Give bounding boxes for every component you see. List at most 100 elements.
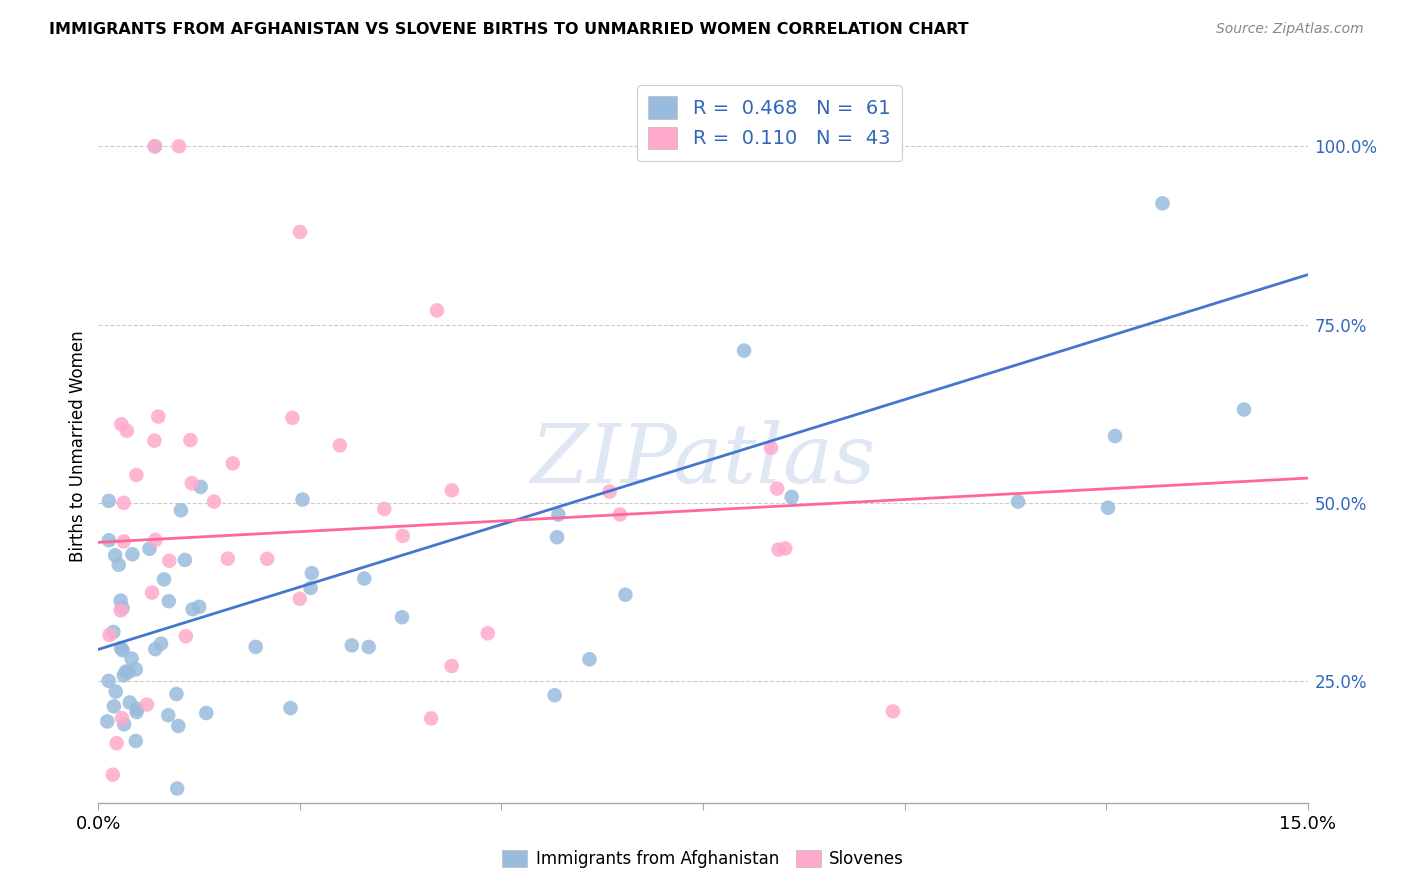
Point (136, 698, 159, 712)
Point (733, 343, 755, 358)
Point (614, 588, 637, 602)
Point (125, 734, 148, 748)
Point (112, 717, 135, 731)
Point (222, 457, 245, 471)
Point (125, 662, 148, 676)
Point (768, 542, 790, 557)
Legend: R =  0.468   N =  61, R =  0.110   N =  43: R = 0.468 N = 61, R = 0.110 N = 43 (637, 85, 903, 161)
Point (153, 573, 176, 587)
Point (609, 508, 631, 522)
Point (110, 641, 132, 656)
Text: Source: ZipAtlas.com: Source: ZipAtlas.com (1216, 22, 1364, 37)
Point (357, 640, 380, 654)
Point (103, 699, 125, 714)
Point (373, 502, 395, 516)
Point (143, 434, 166, 448)
Point (174, 629, 197, 643)
Point (1233, 402, 1256, 417)
Point (299, 581, 322, 595)
Point (1007, 494, 1029, 508)
Point (546, 530, 568, 544)
Point (149, 637, 172, 651)
Point (440, 483, 463, 498)
Text: IMMIGRANTS FROM AFGHANISTAN VS SLOVENE BIRTHS TO UNMARRIED WOMEN CORRELATION CHA: IMMIGRANTS FROM AFGHANISTAN VS SLOVENE B… (49, 22, 969, 37)
Point (166, 781, 188, 796)
Point (773, 541, 796, 556)
Point (195, 706, 218, 720)
Point (543, 688, 565, 702)
Point (111, 643, 134, 657)
Point (121, 651, 143, 665)
Point (115, 424, 138, 438)
Point (1097, 500, 1119, 515)
Point (578, 652, 600, 666)
Point (96, 714, 118, 729)
Point (125, 705, 148, 719)
Point (477, 626, 499, 640)
Point (280, 701, 302, 715)
Point (217, 551, 239, 566)
Point (167, 719, 190, 733)
Point (105, 736, 128, 750)
Point (599, 484, 621, 499)
Point (104, 549, 127, 563)
Point (202, 494, 225, 508)
Point (420, 711, 443, 725)
Point (181, 602, 204, 616)
Point (111, 601, 134, 615)
Point (121, 547, 143, 561)
Point (291, 492, 314, 507)
Y-axis label: Births to Unmarried Women: Births to Unmarried Women (69, 330, 87, 562)
Point (353, 572, 375, 586)
Point (157, 708, 180, 723)
Point (143, 139, 166, 153)
Point (112, 496, 135, 510)
Point (440, 659, 463, 673)
Point (281, 410, 304, 425)
Point (111, 711, 134, 725)
Point (329, 438, 352, 452)
Point (97, 673, 120, 688)
Point (1104, 429, 1126, 443)
Point (288, 591, 311, 606)
Point (188, 599, 211, 614)
Point (112, 534, 135, 549)
Point (245, 640, 267, 654)
Point (143, 533, 166, 547)
Text: ZIPatlas: ZIPatlas (530, 420, 876, 500)
Point (180, 476, 202, 491)
Point (97, 494, 120, 508)
Point (107, 558, 129, 572)
Point (112, 668, 135, 682)
Point (127, 702, 149, 716)
Point (780, 490, 803, 504)
Point (110, 593, 132, 607)
Point (97, 533, 120, 548)
Point (882, 705, 904, 719)
Point (391, 529, 413, 543)
Point (101, 768, 124, 782)
Point (110, 417, 132, 432)
Point (179, 433, 201, 447)
Point (190, 480, 212, 494)
Point (103, 625, 125, 640)
Point (340, 639, 363, 653)
Point (547, 508, 569, 522)
Point (125, 467, 148, 482)
Point (1152, 196, 1174, 211)
Point (157, 594, 180, 608)
Point (141, 585, 163, 599)
Point (391, 610, 413, 624)
Point (157, 554, 180, 568)
Point (98, 628, 121, 642)
Point (301, 566, 323, 581)
Point (426, 303, 449, 318)
Point (165, 687, 187, 701)
Point (288, 225, 311, 239)
Point (759, 441, 782, 455)
Point (173, 553, 195, 567)
Point (170, 503, 193, 517)
Point (143, 139, 166, 153)
Point (118, 696, 141, 710)
Point (167, 139, 190, 153)
